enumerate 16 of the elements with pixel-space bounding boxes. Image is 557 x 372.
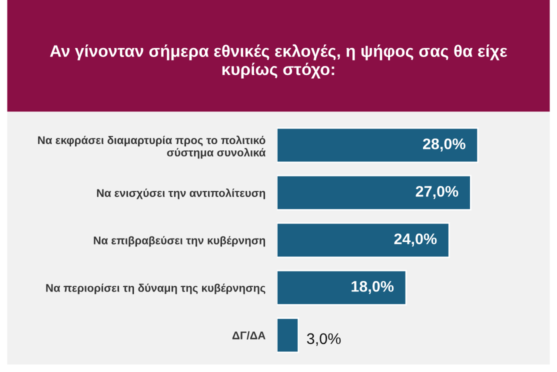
bar [276,127,479,163]
data-label: 27,0% [416,186,458,199]
data-label: 28,0% [423,138,466,152]
chart-title: Αν γίνονταν σήμερα εθνικές εκλογές, η ψήφος σας θα είχε κυρίως στόχο: [50,44,508,78]
data-label: 24,0% [394,233,437,247]
y-tick-label: Να περιορίσει τη δύναμη της κυβέρνησης [46,284,266,294]
data-label: 18,0% [352,280,394,294]
bar [276,270,407,306]
bar [276,222,450,258]
bar [276,174,472,210]
y-tick-label: Να εκφράσει διαμαρτυρία προς το πολιτικό σύστημα συνολικά [38,136,266,159]
bar [276,317,300,354]
y-tick-label: Να επιβραβεύσει την κυβέρνηση [94,236,266,247]
y-tick-label: ΔΓ/ΔΑ [232,331,266,340]
y-tick-label: Να ενισχύσει την αντιπολίτευση [97,188,266,200]
data-label: 3,0% [306,333,341,346]
